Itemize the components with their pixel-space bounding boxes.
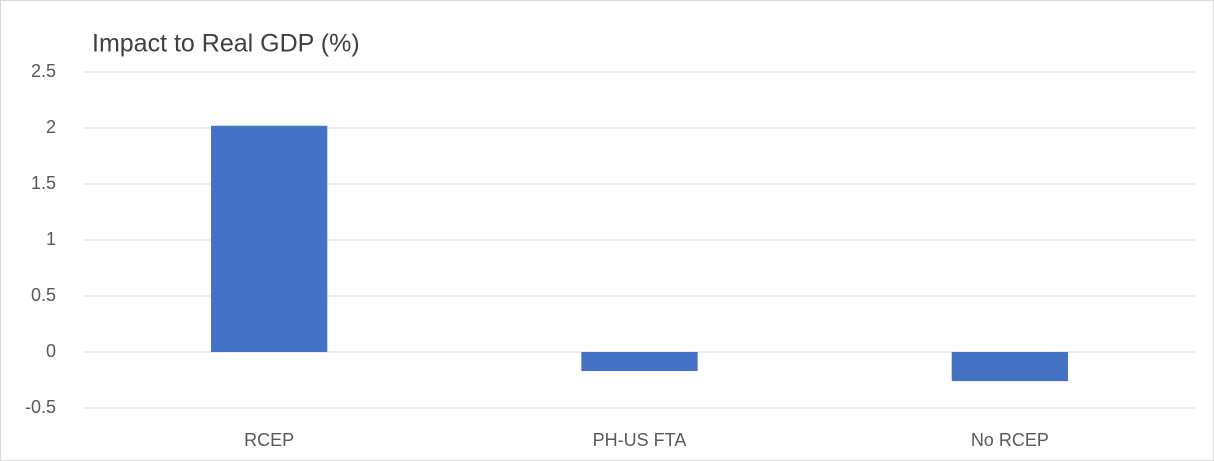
bar [211, 125, 328, 352]
chart-title: Impact to Real GDP (%) [92, 30, 360, 58]
y-tick-label: 2 [46, 117, 56, 137]
y-tick-label: 1 [46, 229, 56, 249]
y-tick-label: -0.5 [25, 397, 56, 417]
y-tick-label: 1.5 [31, 173, 56, 193]
bar [581, 352, 698, 372]
y-tick-label: 2.5 [31, 61, 56, 81]
bar [951, 352, 1068, 382]
y-tick-label: 0 [46, 341, 56, 361]
x-tick-label: PH-US FTA [593, 430, 687, 450]
x-tick-label: No RCEP [971, 430, 1049, 450]
y-tick-label: 0.5 [31, 285, 56, 305]
x-tick-label: RCEP [244, 430, 294, 450]
